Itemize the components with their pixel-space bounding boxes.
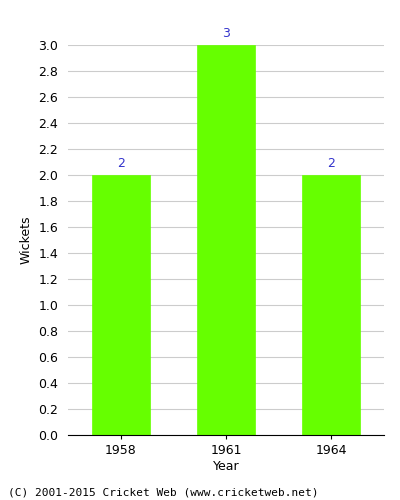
Bar [197, 45, 255, 435]
Text: (C) 2001-2015 Cricket Web (www.cricketweb.net): (C) 2001-2015 Cricket Web (www.cricketwe… [8, 488, 318, 498]
Text: 2: 2 [327, 157, 335, 170]
Text: 3: 3 [222, 27, 230, 40]
Text: 2: 2 [117, 157, 125, 170]
Bar [92, 175, 150, 435]
X-axis label: Year: Year [213, 460, 239, 473]
Bar [302, 175, 360, 435]
Y-axis label: Wickets: Wickets [20, 216, 33, 264]
